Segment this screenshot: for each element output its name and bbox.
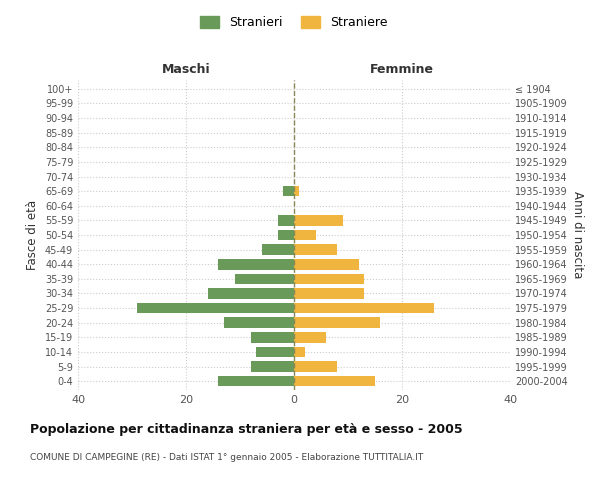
Bar [294,274,364,284]
Bar [294,215,343,226]
Text: Popolazione per cittadinanza straniera per età e sesso - 2005: Popolazione per cittadinanza straniera p… [30,422,463,436]
Bar [218,376,294,386]
Legend: Stranieri, Straniere: Stranieri, Straniere [196,11,392,34]
Bar [294,259,359,270]
Bar [278,230,294,240]
Bar [208,288,294,299]
Bar [294,332,326,342]
Bar [251,362,294,372]
Bar [294,244,337,255]
Bar [235,274,294,284]
Bar [294,288,364,299]
Y-axis label: Fasce di età: Fasce di età [26,200,39,270]
Bar [218,259,294,270]
Bar [283,186,294,196]
Bar [294,186,299,196]
Bar [294,362,337,372]
Bar [294,303,434,314]
Text: Maschi: Maschi [161,62,211,76]
Y-axis label: Anni di nascita: Anni di nascita [571,192,584,278]
Bar [294,376,375,386]
Bar [294,318,380,328]
Text: Femmine: Femmine [370,62,434,76]
Text: COMUNE DI CAMPEGINE (RE) - Dati ISTAT 1° gennaio 2005 - Elaborazione TUTTITALIA.: COMUNE DI CAMPEGINE (RE) - Dati ISTAT 1°… [30,452,423,462]
Bar [137,303,294,314]
Bar [256,346,294,357]
Bar [262,244,294,255]
Bar [251,332,294,342]
Bar [294,346,305,357]
Bar [224,318,294,328]
Bar [294,230,316,240]
Bar [278,215,294,226]
